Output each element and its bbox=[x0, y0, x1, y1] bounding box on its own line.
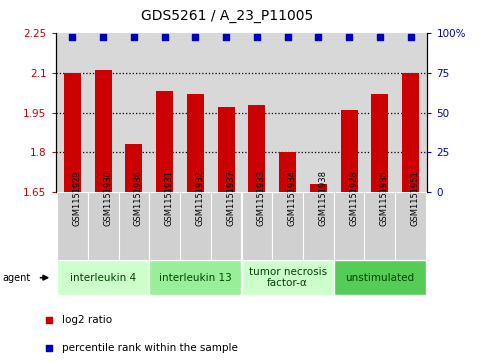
Text: GSM1151951: GSM1151951 bbox=[411, 170, 420, 226]
Bar bbox=[242, 260, 334, 295]
Text: GSM1151935: GSM1151935 bbox=[380, 170, 389, 226]
Point bbox=[345, 34, 353, 40]
Bar bbox=[341, 110, 357, 192]
Bar bbox=[279, 152, 296, 192]
Text: GSM1151933: GSM1151933 bbox=[257, 170, 266, 226]
Text: GSM1151936: GSM1151936 bbox=[134, 170, 143, 226]
Point bbox=[161, 34, 169, 40]
Bar bbox=[402, 73, 419, 192]
Bar bbox=[57, 260, 149, 295]
Bar bbox=[149, 260, 242, 295]
Bar bbox=[242, 192, 272, 260]
Point bbox=[130, 34, 138, 40]
Bar bbox=[156, 91, 173, 192]
Bar bbox=[371, 94, 388, 192]
Bar bbox=[395, 192, 426, 260]
Point bbox=[222, 34, 230, 40]
Text: GSM1151934: GSM1151934 bbox=[287, 170, 297, 226]
Text: unstimulated: unstimulated bbox=[345, 273, 414, 283]
Bar bbox=[211, 192, 242, 260]
Bar bbox=[365, 192, 395, 260]
Text: GDS5261 / A_23_P11005: GDS5261 / A_23_P11005 bbox=[141, 9, 313, 23]
Point bbox=[407, 34, 414, 40]
Text: GSM1151937: GSM1151937 bbox=[226, 170, 235, 226]
Bar bbox=[218, 107, 235, 192]
Point bbox=[45, 345, 53, 351]
Text: interleukin 4: interleukin 4 bbox=[70, 273, 136, 283]
Point bbox=[45, 317, 53, 323]
Text: GSM1151929: GSM1151929 bbox=[72, 170, 82, 226]
Text: GSM1151930: GSM1151930 bbox=[103, 170, 112, 226]
Bar bbox=[180, 192, 211, 260]
Bar bbox=[57, 192, 88, 260]
Bar bbox=[272, 192, 303, 260]
Bar bbox=[187, 94, 204, 192]
Bar bbox=[88, 192, 118, 260]
Text: GSM1151928: GSM1151928 bbox=[349, 170, 358, 226]
Text: GSM1151931: GSM1151931 bbox=[165, 170, 174, 226]
Text: percentile rank within the sample: percentile rank within the sample bbox=[62, 343, 238, 353]
Text: GSM1151938: GSM1151938 bbox=[318, 170, 327, 226]
Point bbox=[99, 34, 107, 40]
Point bbox=[376, 34, 384, 40]
Bar bbox=[248, 105, 265, 192]
Bar bbox=[95, 70, 112, 192]
Text: interleukin 13: interleukin 13 bbox=[159, 273, 232, 283]
Bar bbox=[118, 192, 149, 260]
Bar bbox=[149, 192, 180, 260]
Text: log2 ratio: log2 ratio bbox=[62, 315, 112, 325]
Text: tumor necrosis
factor-α: tumor necrosis factor-α bbox=[249, 267, 327, 289]
Text: GSM1151932: GSM1151932 bbox=[196, 170, 204, 226]
Bar bbox=[303, 192, 334, 260]
Point bbox=[284, 34, 291, 40]
Bar bbox=[334, 260, 426, 295]
Point bbox=[253, 34, 261, 40]
Point bbox=[69, 34, 76, 40]
Bar bbox=[334, 192, 365, 260]
Bar bbox=[64, 73, 81, 192]
Bar bbox=[126, 144, 142, 192]
Text: agent: agent bbox=[2, 273, 30, 283]
Point bbox=[192, 34, 199, 40]
Bar bbox=[310, 184, 327, 192]
Point bbox=[314, 34, 322, 40]
